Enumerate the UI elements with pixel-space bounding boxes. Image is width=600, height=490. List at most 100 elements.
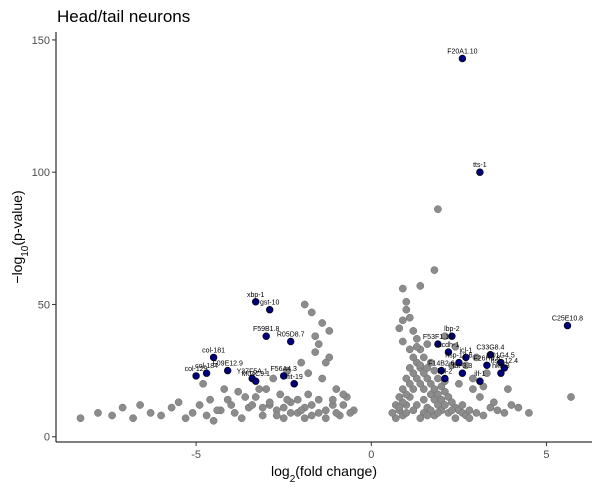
point-label: C33G8.4: [476, 345, 504, 352]
data-point: [174, 398, 183, 407]
data-point: [476, 393, 484, 401]
data-point: [398, 385, 407, 393]
point-label: M04C9.1: [241, 371, 270, 378]
highlighted-point: [500, 364, 509, 372]
data-point: [283, 366, 292, 375]
data-point: [167, 403, 176, 412]
data-point: [279, 414, 288, 423]
data-point: [237, 414, 246, 423]
x-tick-label: 5: [543, 449, 549, 461]
data-point: [423, 364, 432, 372]
data-point: [405, 345, 414, 354]
data-point: [209, 416, 218, 425]
data-point: [405, 364, 414, 372]
data-point: [441, 401, 449, 409]
data-point: [272, 411, 281, 420]
data-point: [199, 379, 207, 388]
data-point: [220, 385, 229, 393]
data-point: [234, 387, 243, 396]
data-point: [255, 385, 264, 393]
data-point: [402, 374, 411, 383]
data-point: [402, 409, 411, 417]
point-label: lipl-2: [438, 369, 453, 376]
point-label: R05D8.7: [277, 332, 305, 339]
data-point: [423, 374, 432, 383]
data-point: [409, 353, 418, 362]
data-point: [311, 332, 320, 341]
point-label: F53F1.13: [423, 334, 453, 341]
data-point: [455, 379, 463, 388]
highlighted-point: [262, 332, 270, 340]
data-point: [504, 385, 512, 393]
point-label: hke-3: [492, 363, 510, 370]
highlighted-point: [441, 374, 449, 383]
highlighted-point: [497, 369, 505, 377]
point-label: E01G4.5: [487, 353, 515, 360]
data-point: [458, 401, 467, 409]
data-point: [419, 353, 428, 362]
data-point: [118, 403, 127, 412]
x-tick-label: 0: [368, 449, 374, 461]
data-point: [486, 403, 495, 412]
data-point: [108, 411, 116, 420]
highlighted-point: [462, 353, 470, 362]
x-tick-label: -5: [191, 449, 201, 461]
data-point: [318, 374, 327, 383]
highlighted-point: [280, 372, 288, 380]
data-point: [311, 348, 320, 356]
data-point: [451, 342, 460, 351]
data-point: [269, 374, 278, 383]
point-label: fat-3.3: [452, 363, 472, 370]
data-point: [241, 393, 250, 401]
point-label: F09E12.9: [213, 361, 243, 368]
data-point: [412, 401, 421, 409]
data-point: [314, 409, 323, 417]
data-point: [283, 395, 292, 404]
data-point: [398, 284, 407, 293]
data-point: [321, 414, 330, 423]
point-label: icl-1: [459, 347, 472, 354]
data-point: [265, 398, 274, 407]
highlighted-point: [252, 298, 260, 306]
highlighted-point: [192, 372, 200, 380]
data-point: [479, 411, 488, 420]
data-point: [307, 411, 316, 420]
x-axis-title: log2(fold change): [271, 463, 377, 485]
point-label: C25E10.8: [552, 316, 583, 323]
data-point: [129, 414, 137, 423]
data-point: [279, 403, 288, 412]
data-point: [493, 406, 502, 415]
highlighted-point: [476, 377, 484, 385]
data-point: [248, 401, 257, 409]
data-point: [395, 403, 404, 412]
data-point: [409, 327, 418, 335]
data-point: [412, 342, 421, 351]
highlighted-point: [287, 337, 295, 346]
data-point: [500, 409, 509, 417]
data-point: [448, 398, 456, 407]
data-point: [202, 411, 211, 420]
point-label: F56A4.3: [270, 366, 297, 373]
data-point: [391, 414, 400, 423]
highlighted-point: [224, 366, 232, 375]
data-point: [416, 414, 425, 423]
data-point: [409, 369, 418, 378]
data-point: [405, 313, 414, 322]
data-point: [412, 374, 421, 383]
data-point: [402, 305, 411, 314]
data-point: [318, 319, 327, 327]
data-point: [388, 409, 397, 417]
data-point: [76, 414, 85, 423]
data-point: [423, 411, 432, 420]
data-point: [339, 390, 348, 399]
data-point: [507, 401, 516, 409]
point-label: gst-10: [260, 300, 280, 307]
data-point: [525, 409, 533, 417]
data-point: [483, 369, 491, 378]
data-point: [181, 414, 190, 423]
data-point: [409, 385, 418, 393]
y-axis-title: −log10(p-value): [9, 190, 31, 283]
point-label: tts-1: [473, 162, 487, 169]
data-point: [223, 395, 232, 404]
